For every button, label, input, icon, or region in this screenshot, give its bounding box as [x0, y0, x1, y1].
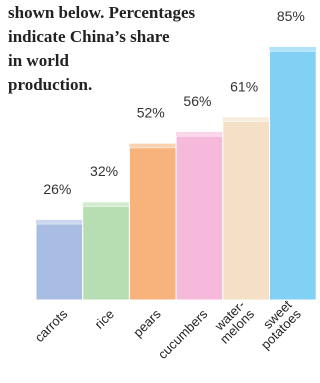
bar-top	[269, 46, 317, 51]
bars: 26% carrots 32% rice 52% pears 56% cucumbers 61%…	[32, 8, 317, 362]
bar	[269, 50, 317, 301]
note: shown below. Percentages indicate China’s…	[8, 3, 196, 94]
value-label: 85%	[277, 8, 305, 24]
bar-top	[222, 117, 270, 122]
x-tick-label-line: rice	[92, 306, 117, 331]
bar-top	[176, 131, 223, 136]
x-tick-label: pears	[130, 306, 164, 340]
x-tick-label: water-melons	[208, 297, 258, 347]
bar-top	[36, 219, 83, 224]
value-label: 52%	[137, 105, 165, 121]
note-line: shown below. Percentages	[8, 3, 196, 22]
bar-top	[129, 143, 177, 148]
x-tick-label-line: cucumbers	[155, 306, 211, 362]
note-line: indicate China’s share	[8, 27, 170, 46]
x-tick-label-line: pears	[130, 306, 164, 340]
value-label: 56%	[183, 93, 211, 109]
value-label: 61%	[230, 78, 258, 94]
bar	[128, 147, 177, 301]
bar	[175, 135, 224, 301]
note-line: in world	[8, 51, 69, 70]
bar-top	[82, 202, 130, 207]
value-label: 32%	[90, 163, 118, 179]
note-line: production.	[8, 75, 92, 94]
x-tick-label: cucumbers	[155, 306, 211, 362]
x-tick-label-line: carrots	[32, 306, 71, 345]
value-label: 26%	[43, 181, 71, 197]
bar	[222, 120, 271, 301]
bar	[82, 205, 130, 301]
bar	[35, 223, 84, 301]
x-tick-label: rice	[92, 306, 117, 331]
x-tick-label: sweetpotatoes	[249, 297, 304, 352]
x-tick-label: carrots	[32, 306, 71, 345]
